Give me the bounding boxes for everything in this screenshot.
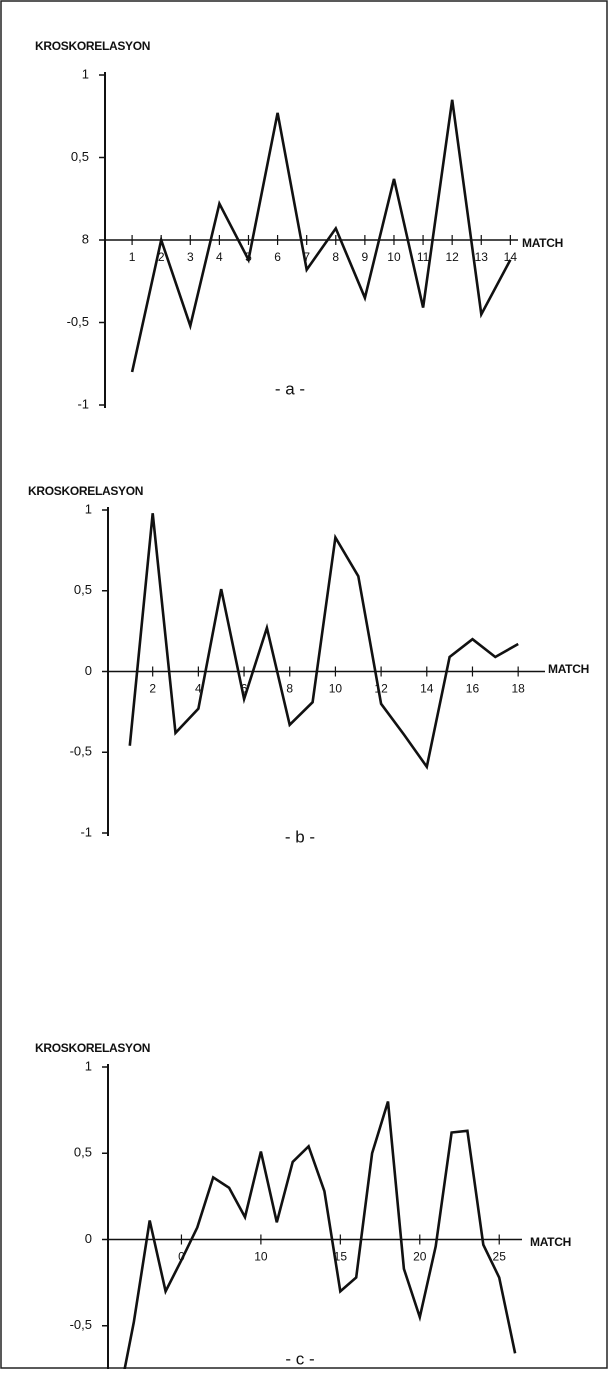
y-tick-label: 1 [82,66,89,81]
y-axis-label: KROSKORELASYON [35,1041,150,1055]
x-tick-label: 8 [286,682,293,696]
caption: - a - [275,379,305,398]
x-tick-label: 14 [504,250,518,264]
y-tick-label: -0,5 [67,314,89,329]
x-tick-label: 7 [303,250,310,264]
x-tick-label: 8 [332,250,339,264]
x-tick-label: 1 [129,250,136,264]
caption: - b - [285,827,315,846]
data-line [128,513,519,770]
x-tick-label: 10 [254,1250,268,1264]
x-tick-label: 13 [475,250,489,264]
caption: - c - [285,1349,314,1368]
x-tick-label: 4 [216,250,223,264]
x-tick-label: 10 [387,250,401,264]
x-tick-label: 6 [274,250,281,264]
y-tick-label: 0,5 [74,1145,92,1160]
x-tick-label: 18 [511,682,525,696]
x-tick-label: 2 [158,250,165,264]
x-tick-label: 4 [195,682,202,696]
y-tick-label: 1 [85,1058,92,1073]
x-tick-label: 10 [329,682,343,696]
y-tick-label: -0,5 [70,1317,92,1332]
x-tick-label: 20 [413,1250,427,1264]
x-axis-label: MATCH [522,236,563,250]
x-tick-label: 6 [241,682,248,696]
x-tick-label: 15 [334,1250,348,1264]
y-axis-label: KROSKORELASYON [28,484,143,498]
x-tick-label: 14 [420,682,434,696]
x-tick-label: 12 [445,250,459,264]
y-tick-label: 1 [85,501,92,516]
data-line [122,1101,517,1374]
x-axis-label: MATCH [530,1235,571,1249]
x-tick-label: 25 [493,1250,507,1264]
y-axis-label: KROSKORELASYON [35,39,150,53]
x-tick-label: 2 [149,682,156,696]
y-tick-label: -1 [80,824,92,839]
x-axis-label: MATCH [548,662,589,676]
x-tick-label: 9 [362,250,369,264]
y-tick-label: 0,5 [74,582,92,597]
y-tick-label: 0 [85,663,92,678]
y-tick-label: -1 [77,396,89,411]
y-tick-label: -0,5 [70,744,92,759]
y-tick-label: 8 [82,231,89,246]
y-tick-label: 0,5 [71,149,89,164]
x-tick-label: 0 [178,1250,185,1264]
x-tick-label: 3 [187,250,194,264]
x-tick-label: 11 [417,250,430,264]
x-tick-label: 16 [466,682,480,696]
y-tick-label: 0 [85,1231,92,1246]
data-line [130,99,512,373]
